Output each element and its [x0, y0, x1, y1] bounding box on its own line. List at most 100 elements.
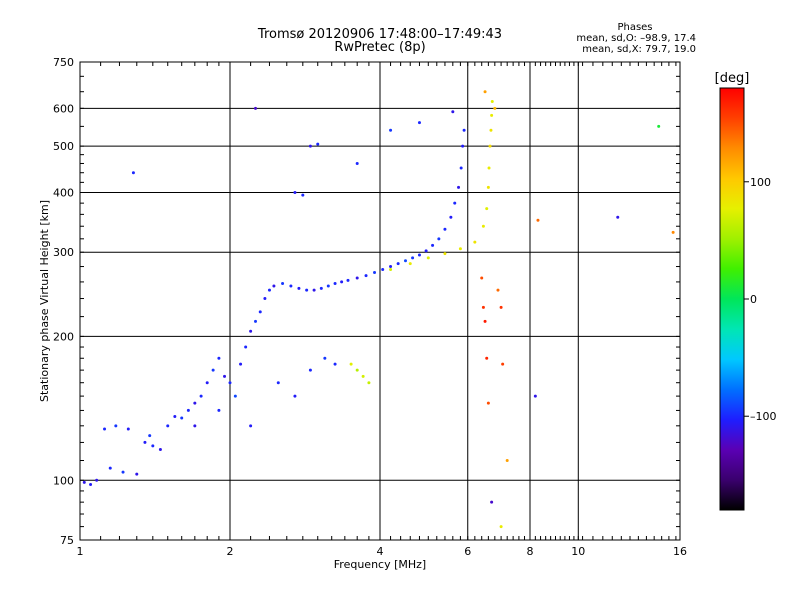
data-point	[267, 288, 271, 292]
y-tick-label: 75	[60, 534, 74, 547]
data-point	[481, 305, 485, 309]
data-point	[457, 185, 461, 189]
data-point	[126, 427, 130, 431]
phases-x-stats: mean, sd,X: 79.7, 19.0	[582, 44, 696, 55]
data-point	[487, 166, 491, 170]
data-point	[180, 416, 184, 420]
data-point	[458, 247, 462, 251]
data-point	[305, 288, 309, 292]
grid-lines	[79, 61, 681, 541]
data-point	[485, 207, 489, 211]
data-point	[340, 280, 344, 284]
data-point	[103, 427, 107, 431]
data-point	[671, 230, 675, 234]
x-tick-label: 1	[77, 545, 84, 558]
data-point	[396, 262, 400, 266]
data-point	[95, 478, 99, 482]
data-point	[364, 274, 368, 278]
data-point	[158, 447, 162, 451]
data-point	[381, 268, 385, 272]
data-point	[426, 256, 430, 260]
data-point	[424, 249, 428, 253]
data-point	[449, 215, 453, 219]
colorbar	[719, 87, 745, 511]
data-point	[355, 368, 359, 372]
y-tick-label: 300	[53, 246, 74, 259]
data-point	[461, 144, 465, 148]
data-point	[223, 374, 227, 378]
data-point	[616, 215, 620, 219]
y-tick-label: 100	[53, 474, 74, 487]
data-point	[253, 106, 257, 110]
data-point	[82, 480, 86, 484]
data-point	[499, 525, 503, 529]
data-point	[276, 381, 280, 385]
minor-ticks	[80, 62, 680, 540]
x-tick-label: 2	[227, 545, 234, 558]
data-point	[249, 424, 253, 428]
data-point	[499, 305, 503, 309]
data-point	[481, 224, 485, 228]
data-point	[367, 381, 371, 385]
data-point	[493, 106, 497, 110]
data-point	[293, 394, 297, 398]
phases-o-stats: mean, sd,O: –98.9, 17.4	[576, 33, 696, 44]
data-point	[121, 470, 125, 474]
data-point	[485, 356, 489, 360]
data-point	[272, 284, 276, 288]
plot-frame	[79, 61, 681, 541]
data-point	[205, 381, 209, 385]
data-point	[333, 282, 337, 286]
data-point	[217, 408, 221, 412]
data-point	[483, 90, 487, 94]
chart-subtitle: RwPretec (8p)	[334, 40, 426, 55]
x-tick-label: 4	[377, 545, 384, 558]
data-point	[148, 434, 152, 438]
data-point	[253, 319, 257, 323]
data-point	[443, 252, 447, 256]
colorbar-tick-label: 0	[750, 293, 757, 306]
y-tick-label: 200	[53, 330, 74, 343]
data-point	[301, 193, 305, 197]
data-point	[361, 374, 365, 378]
data-point	[349, 362, 353, 366]
y-tick-label: 600	[53, 102, 74, 115]
data-point	[489, 128, 493, 132]
data-point	[443, 227, 447, 231]
data-point	[459, 166, 463, 170]
data-points	[82, 90, 675, 529]
data-point	[211, 368, 215, 372]
y-tick-label: 500	[53, 140, 74, 153]
data-point	[389, 265, 393, 269]
data-point	[308, 144, 312, 148]
data-point	[263, 297, 267, 301]
data-point	[239, 362, 243, 366]
data-point	[173, 414, 177, 418]
data-point	[533, 394, 537, 398]
data-point	[333, 362, 337, 366]
data-point	[488, 144, 492, 148]
data-point	[249, 329, 253, 333]
data-point	[151, 444, 155, 448]
phases-caption: Phases	[617, 22, 653, 33]
data-point	[316, 142, 320, 146]
data-point	[258, 310, 262, 314]
data-point	[326, 284, 330, 288]
data-point	[451, 110, 455, 114]
data-point	[355, 161, 359, 165]
data-point	[389, 268, 393, 272]
data-point	[131, 171, 135, 175]
data-point	[501, 362, 505, 366]
data-point	[496, 288, 500, 292]
data-point	[453, 201, 457, 205]
data-point	[281, 282, 285, 286]
data-point	[505, 458, 509, 462]
data-point	[473, 240, 477, 244]
data-point	[193, 401, 197, 405]
chart-title: Tromsø 20120906 17:48:00–17:49:43	[257, 27, 503, 42]
data-point	[244, 345, 248, 349]
data-point	[355, 276, 359, 280]
y-axis-label: Stationary phase Virtual Height [km]	[38, 200, 51, 402]
x-tick-label: 16	[673, 545, 687, 558]
